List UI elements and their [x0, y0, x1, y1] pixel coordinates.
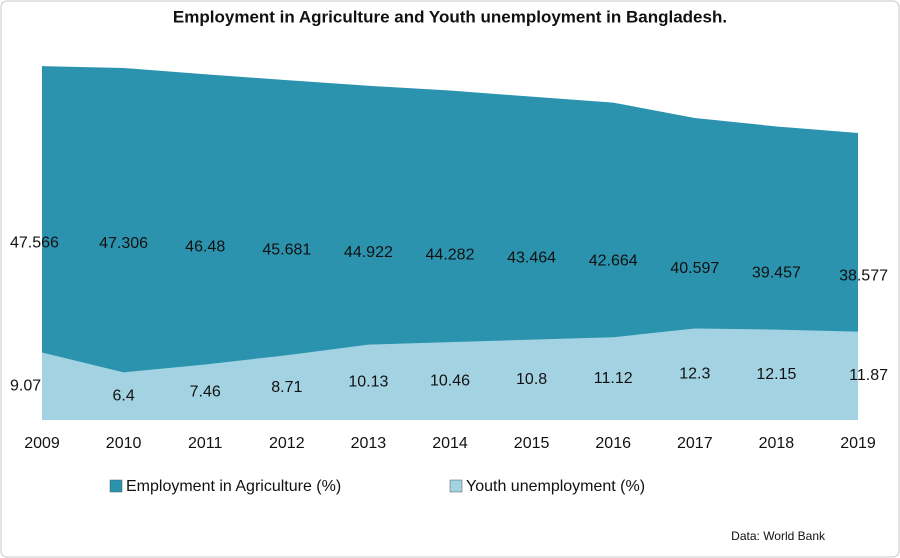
legend-label: Youth unemployment (%) — [466, 478, 645, 495]
area — [42, 66, 858, 421]
legend-label: Employment in Agriculture (%) — [126, 478, 341, 495]
area — [42, 328, 858, 420]
legend-swatch — [449, 479, 463, 493]
x-tick-label: 2017 — [677, 435, 713, 452]
data-label: 38.577 — [839, 268, 888, 285]
data-label: 7.46 — [190, 383, 221, 400]
data-label: 8.71 — [271, 379, 302, 396]
data-label: 10.13 — [348, 374, 388, 391]
data-label: 12.3 — [679, 365, 710, 382]
data-label: 10.8 — [516, 371, 547, 388]
x-tick-label: 2009 — [24, 435, 60, 452]
data-label: 47.566 — [10, 234, 59, 251]
source-note: Data: World Bank — [731, 529, 826, 543]
chart-title: Employment in Agriculture and Youth unem… — [173, 7, 727, 26]
data-label: 44.922 — [344, 244, 393, 261]
data-label: 12.15 — [756, 366, 796, 383]
x-tick-label: 2010 — [106, 435, 142, 452]
x-tick-label: 2012 — [269, 435, 305, 452]
data-label: 47.306 — [99, 235, 148, 252]
x-tick-label: 2013 — [351, 435, 387, 452]
data-label: 10.46 — [430, 372, 470, 389]
data-label: 42.664 — [589, 253, 638, 270]
x-tick-label: 2019 — [840, 435, 876, 452]
data-label: 45.681 — [262, 241, 311, 258]
x-tick-label: 2016 — [595, 435, 631, 452]
x-tick-label: 2018 — [759, 435, 795, 452]
data-label: 46.48 — [185, 238, 225, 255]
data-label: 39.457 — [752, 264, 801, 281]
data-label: 40.597 — [670, 260, 719, 277]
data-label: 44.282 — [426, 246, 475, 263]
data-label: 43.464 — [507, 250, 556, 267]
data-label: 9.07 — [10, 377, 41, 394]
data-label: 11.12 — [594, 370, 633, 387]
x-tick-label: 2011 — [188, 435, 223, 452]
data-label: 6.4 — [112, 387, 134, 404]
data-label: 11.87 — [849, 367, 888, 384]
legend-swatch — [109, 479, 123, 493]
x-tick-label: 2014 — [432, 435, 468, 452]
x-tick-label: 2015 — [514, 435, 550, 452]
